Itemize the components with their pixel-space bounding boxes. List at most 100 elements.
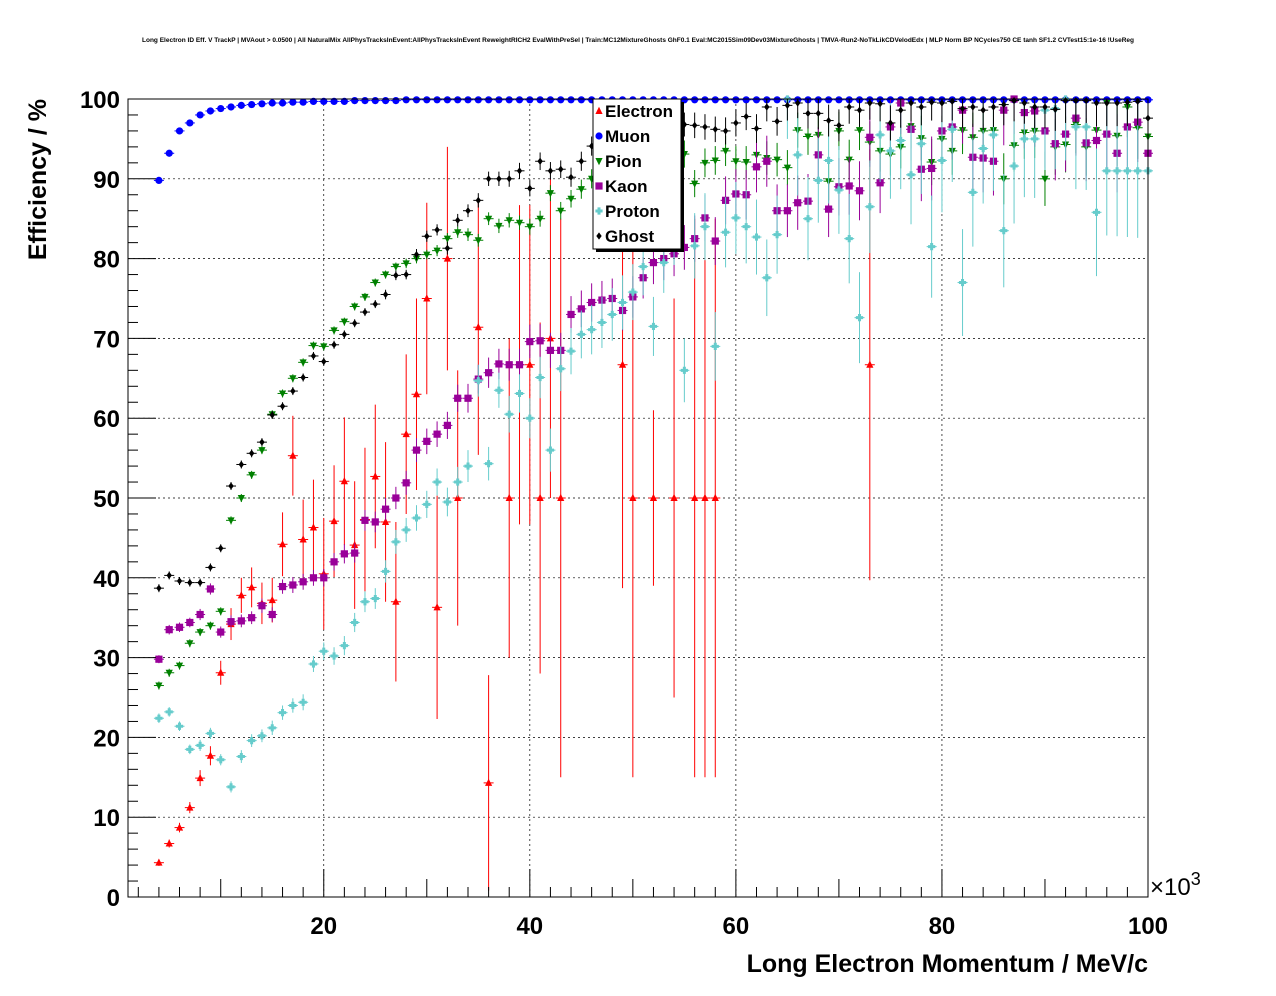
y-tick-label: 70 <box>93 326 120 353</box>
axes: 20 40 60 80 100 0 10 20 30 40 50 60 70 80 90 100 <box>80 87 1168 940</box>
muon-point <box>567 96 575 104</box>
kaon-point <box>763 157 771 165</box>
ghost-point <box>774 117 780 125</box>
ghost-point <box>197 578 203 587</box>
proton-point <box>989 131 998 139</box>
ghost-point <box>1001 100 1007 109</box>
proton-point <box>1031 135 1039 143</box>
muon-point <box>309 97 318 105</box>
ghost-point <box>166 571 172 580</box>
proton-point <box>536 373 544 382</box>
ghost-point <box>1052 105 1058 113</box>
proton-point <box>732 214 740 222</box>
proton-point <box>567 347 575 355</box>
pion-point <box>855 127 864 135</box>
pion-point <box>701 159 709 168</box>
proton-point <box>979 144 987 153</box>
kaon-point <box>361 516 369 524</box>
kaon-point <box>794 199 802 207</box>
proton-point <box>381 567 390 576</box>
proton-point <box>1020 135 1028 143</box>
ghost-point <box>537 157 543 165</box>
pion-point <box>711 157 719 165</box>
ghost-point <box>970 103 976 111</box>
kaon-point <box>546 346 555 354</box>
kaon-point <box>217 628 225 636</box>
pion-point <box>773 156 781 164</box>
ghost-point <box>846 103 852 111</box>
ghost-point <box>1031 103 1038 111</box>
kaon-point <box>567 310 575 319</box>
muon-point <box>495 96 503 104</box>
electron-point <box>371 472 379 480</box>
proton-point <box>711 342 719 350</box>
legend-entry-muon: Muon <box>595 127 650 146</box>
pion-point <box>557 207 565 215</box>
muon-point <box>711 96 719 104</box>
legend-marker-proton <box>595 207 603 215</box>
ghost-point <box>434 226 440 234</box>
legend-marker-pion <box>595 158 603 166</box>
kaon-point <box>258 602 266 610</box>
proton-point <box>608 310 616 319</box>
proton-point <box>392 538 400 546</box>
proton-point <box>701 223 709 231</box>
pion-point <box>155 682 163 690</box>
proton-point <box>907 171 915 179</box>
x-tick-label: 60 <box>723 913 750 940</box>
kaon-point <box>443 421 451 429</box>
muon-point <box>773 96 781 104</box>
electron-point <box>268 595 276 604</box>
electron-point <box>485 778 493 786</box>
ghost-point <box>238 460 245 469</box>
kaon-point <box>206 585 215 593</box>
proton-point <box>278 709 287 717</box>
proton-point <box>691 242 699 250</box>
proton-point <box>237 752 245 761</box>
y-axis-label: Efficiency / % <box>24 99 52 260</box>
proton-point <box>845 235 853 243</box>
x-axis-label: Long Electron Momentum / MeV/c <box>747 950 1149 978</box>
kaon-point <box>876 179 884 187</box>
muon-point <box>330 97 338 105</box>
ghost-point <box>1104 99 1110 107</box>
kaon-point <box>783 207 791 215</box>
kaon-point <box>454 394 462 402</box>
proton-point <box>938 156 946 165</box>
proton-point <box>443 498 451 506</box>
proton-point <box>402 526 410 534</box>
chart-title: Long Electron ID Eff. V TrackP | MVAout … <box>142 37 1134 44</box>
pion-point <box>732 158 740 166</box>
legend-entry-electron: Electron <box>595 102 673 121</box>
proton-point <box>330 652 338 660</box>
ghost-point <box>1011 96 1017 105</box>
ghost-point <box>990 103 997 111</box>
pion-point <box>577 186 585 194</box>
muon-point <box>351 96 359 105</box>
pion-point <box>804 133 812 141</box>
proton-point <box>773 231 781 239</box>
electron-point <box>392 597 400 605</box>
kaon-point <box>515 361 524 369</box>
x-tick-label: 40 <box>516 913 543 940</box>
muon-point <box>423 96 431 104</box>
ghost-point <box>733 119 739 127</box>
electron-point <box>165 839 173 847</box>
series-electron <box>153 141 875 891</box>
x-axis-multiplier-exponent: 3 <box>1191 869 1201 889</box>
legend-marker-ghost <box>596 232 602 240</box>
kaon-point <box>485 369 493 377</box>
proton-point <box>598 318 606 327</box>
pion-point <box>474 237 482 245</box>
kaon-point <box>402 479 410 487</box>
ghost-point <box>156 584 162 592</box>
muon-point <box>526 96 534 104</box>
pion-point <box>381 271 390 279</box>
proton-point <box>1113 167 1121 175</box>
muon-point <box>392 96 400 105</box>
electron-point <box>278 540 287 548</box>
muon-point <box>433 96 441 104</box>
kaon-point <box>371 518 379 526</box>
y-tick-label: 30 <box>93 646 120 673</box>
electron-point <box>237 591 245 599</box>
